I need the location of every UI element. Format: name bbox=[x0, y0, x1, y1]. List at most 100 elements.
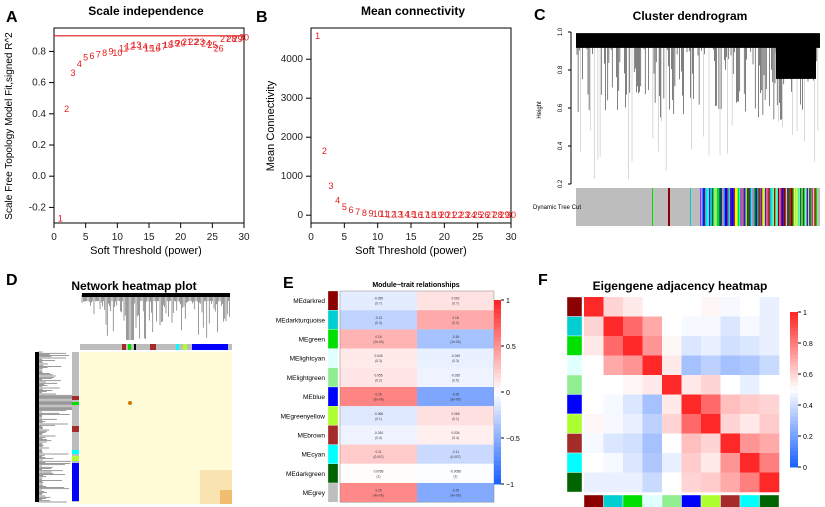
module-color-band bbox=[792, 188, 794, 226]
top-module-color bbox=[122, 344, 126, 350]
module-color-swatch bbox=[327, 367, 339, 388]
legend-gradient-step bbox=[790, 354, 798, 359]
adjacency-cell bbox=[662, 336, 682, 356]
col-module-color bbox=[720, 494, 741, 507]
module-color-band bbox=[710, 188, 712, 226]
data-point: 10 bbox=[373, 209, 383, 219]
heatmap-block bbox=[220, 490, 232, 504]
adjacency-cell bbox=[642, 336, 663, 356]
legend-gradient-step bbox=[790, 408, 798, 414]
module-color-band bbox=[815, 188, 817, 226]
data-point: 26 bbox=[479, 210, 489, 220]
module-color-band bbox=[731, 188, 733, 226]
legend-gradient-step bbox=[494, 465, 501, 471]
data-point: 12 bbox=[386, 209, 396, 219]
legend-gradient-step bbox=[494, 327, 501, 333]
module-color-band bbox=[754, 188, 756, 226]
legend-gradient-step bbox=[494, 350, 501, 356]
legend-gradient-step bbox=[494, 405, 501, 411]
x-tick-label: 5 bbox=[83, 232, 89, 243]
dendrogram-dense-top bbox=[576, 33, 820, 48]
adjacency-cell bbox=[662, 316, 682, 337]
module-color-band bbox=[785, 188, 788, 226]
trait-cell bbox=[340, 444, 417, 464]
trait-cell bbox=[340, 291, 417, 311]
adjacency-cell bbox=[603, 394, 624, 415]
legend-gradient-step bbox=[494, 415, 501, 421]
module-color-band bbox=[811, 188, 814, 226]
module-color-swatch bbox=[327, 348, 339, 368]
left-module-color bbox=[72, 396, 79, 400]
data-point: 14 bbox=[399, 210, 409, 220]
legend-gradient-step bbox=[790, 381, 798, 387]
y-tick-label: 0.2 bbox=[32, 140, 46, 151]
x-tick-label: 5 bbox=[342, 232, 348, 243]
legend-tick-label: 0.5 bbox=[506, 344, 516, 351]
module-color-band bbox=[733, 188, 736, 226]
module-color-band bbox=[801, 188, 803, 226]
data-point: 19 bbox=[433, 210, 443, 220]
adjacency-cell bbox=[623, 297, 643, 317]
adjacency-cell bbox=[642, 375, 663, 395]
module-color-band bbox=[709, 188, 711, 226]
panel-b-title: Mean connectivity bbox=[361, 4, 465, 18]
y-tick-label: 0.4 bbox=[558, 141, 564, 150]
x-tick-label: 10 bbox=[372, 232, 384, 243]
row-module-color bbox=[566, 472, 583, 493]
cell-value: 0.0058 bbox=[374, 469, 384, 473]
module-color-band bbox=[783, 188, 785, 226]
cell-value: -0.11 bbox=[452, 450, 459, 454]
module-color-swatch bbox=[327, 482, 339, 503]
legend-gradient-step bbox=[790, 447, 798, 452]
module-label: MEdarkturquoise bbox=[276, 317, 326, 324]
data-point: 3 bbox=[70, 68, 75, 78]
cell-value: 0.045 bbox=[375, 354, 383, 358]
module-color-band bbox=[705, 188, 707, 226]
adjacency-cell bbox=[740, 355, 760, 376]
adjacency-cell bbox=[720, 394, 741, 415]
col-module-color bbox=[739, 494, 760, 507]
panel-c-ylabel: Height bbox=[537, 101, 543, 119]
legend-gradient-step bbox=[494, 392, 501, 398]
data-point: 19 bbox=[169, 39, 179, 49]
y-tick-label: 0.8 bbox=[32, 46, 46, 57]
adjacency-cell bbox=[701, 453, 721, 473]
panel-f: F Eigengene adjacency heatmap 1 0.8 0.6 0.4… bbox=[538, 272, 813, 507]
legend-gradient-step bbox=[790, 432, 798, 437]
module-color-band bbox=[713, 188, 715, 226]
adjacency-cell bbox=[662, 375, 682, 395]
legend-gradient-step bbox=[790, 393, 798, 398]
module-color-band bbox=[793, 188, 795, 226]
panel-letter-e: E bbox=[283, 275, 294, 292]
adjacency-cell bbox=[720, 355, 741, 376]
module-color-band bbox=[706, 188, 708, 226]
trait-cell bbox=[417, 348, 494, 368]
cell-pvalue: (1) bbox=[454, 474, 458, 478]
adjacency-cell bbox=[623, 453, 643, 473]
legend-gradient-step bbox=[790, 428, 798, 433]
trait-cell bbox=[417, 463, 494, 483]
top-module-color bbox=[183, 344, 187, 350]
module-color-band bbox=[750, 188, 752, 226]
x-tick-label: 25 bbox=[207, 232, 219, 243]
panel-e-title: Module−trait relationships bbox=[372, 282, 459, 289]
module-color-band bbox=[768, 188, 771, 226]
adjacency-cell bbox=[662, 433, 682, 454]
legend-gradient-step bbox=[494, 373, 501, 379]
module-color-band bbox=[761, 188, 763, 226]
cell-value: 0.26 bbox=[375, 393, 381, 397]
legend-gradient-step bbox=[494, 309, 501, 315]
panel-e-legend: 1 0.5 0 −0.5 −1 bbox=[494, 298, 520, 489]
module-color-band bbox=[813, 188, 815, 226]
adjacency-cell bbox=[740, 414, 760, 434]
module-color-band bbox=[749, 188, 751, 226]
legend-gradient-step bbox=[494, 428, 501, 434]
module-label: MEbrown bbox=[298, 433, 326, 440]
adjacency-cell bbox=[662, 394, 682, 415]
legend-gradient-step bbox=[494, 313, 501, 319]
left-dendrogram-edge bbox=[35, 352, 39, 502]
module-color-band bbox=[780, 188, 782, 226]
dynamic-tree-cut-label: Dynamic Tree Cut bbox=[533, 205, 581, 211]
